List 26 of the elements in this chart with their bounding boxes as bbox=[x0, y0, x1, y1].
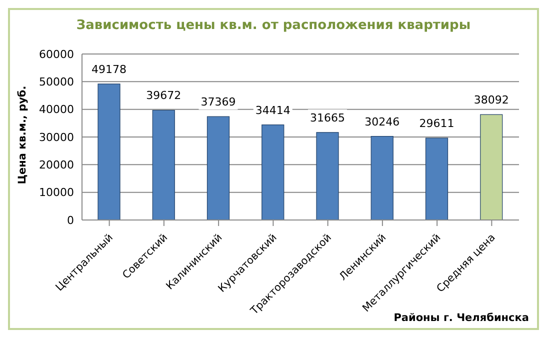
chart-title: Зависимость цены кв.м. от расположения квартиры bbox=[75, 18, 472, 33]
data-label: 29611 bbox=[419, 117, 454, 130]
data-label: 37369 bbox=[200, 96, 236, 109]
bar bbox=[152, 110, 175, 220]
y-tick-label: 60000 bbox=[39, 48, 74, 61]
data-label: 39672 bbox=[146, 89, 182, 102]
y-tick-label: 30000 bbox=[39, 130, 74, 144]
bar bbox=[370, 136, 394, 220]
bar bbox=[480, 114, 503, 220]
y-tick-label: 40000 bbox=[39, 103, 74, 116]
bar bbox=[316, 132, 339, 220]
bar bbox=[206, 116, 230, 220]
bar bbox=[425, 138, 448, 220]
data-label: 38092 bbox=[474, 94, 509, 107]
data-label: 31665 bbox=[310, 111, 345, 124]
y-tick-label: 20000 bbox=[39, 158, 74, 172]
bar bbox=[98, 84, 120, 220]
y-axis-title: Цена кв.м., руб. bbox=[16, 86, 28, 184]
data-label: 49178 bbox=[92, 62, 126, 76]
x-axis-title: Районы г. Челябинска bbox=[394, 312, 529, 324]
y-tick-label: 10000 bbox=[39, 186, 74, 200]
y-tick-label: 0 bbox=[67, 214, 74, 227]
bar bbox=[262, 124, 284, 220]
y-tick-label: 50000 bbox=[39, 76, 74, 89]
data-label: 30246 bbox=[364, 115, 400, 128]
data-label: 34414 bbox=[255, 104, 290, 117]
